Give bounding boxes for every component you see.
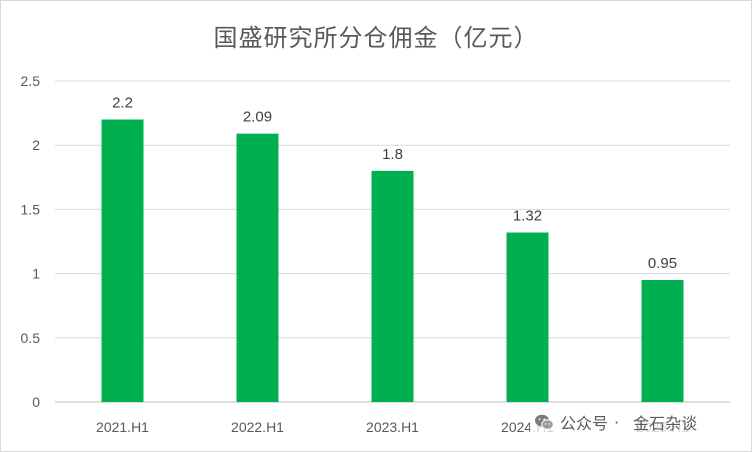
watermark-platform: 公众号	[560, 414, 609, 433]
watermark-separator: ·	[614, 412, 620, 432]
y-tick-label: 2	[32, 137, 40, 153]
data-label: 1.8	[382, 146, 403, 163]
y-tick-label: 2.5	[21, 73, 41, 89]
watermark: 公众号 · 金石杂谈	[530, 409, 702, 435]
bar	[101, 119, 144, 403]
y-tick-label: 0.5	[21, 330, 41, 346]
data-label: 2.09	[243, 109, 272, 126]
bar	[506, 232, 549, 402]
bar	[236, 133, 279, 403]
y-tick-label: 1.5	[21, 201, 41, 217]
wechat-icon	[535, 414, 554, 430]
watermark-account: 金石杂谈	[633, 414, 698, 433]
x-tick-label: 2022.H1	[231, 419, 284, 435]
chart-title: 国盛研究所分仓佣金（亿元）	[213, 24, 539, 52]
data-label: 2.2	[112, 95, 133, 112]
y-tick-label: 1	[32, 266, 40, 282]
y-tick-label: 0	[32, 394, 40, 410]
data-label: 0.95	[648, 255, 677, 272]
x-tick-label: 2021.H1	[96, 419, 149, 435]
bar	[641, 280, 684, 402]
x-tick-label: 2023.H1	[366, 419, 419, 435]
data-label: 1.32	[513, 208, 542, 225]
bar	[371, 170, 414, 402]
